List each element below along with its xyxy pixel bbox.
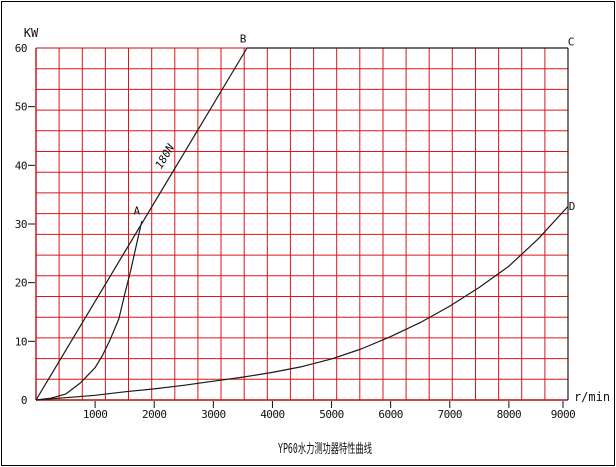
x-tick-label: 8000 — [497, 408, 522, 421]
curve-B — [35, 47, 248, 401]
y-axis-unit-label: KW — [24, 26, 39, 40]
y-tick-label: 50 — [15, 101, 27, 114]
x-tick-label: 6000 — [378, 408, 403, 421]
curve-labels: A B 180N C D — [133, 33, 575, 218]
x-tick-label: 4000 — [260, 408, 285, 421]
point-label-A: A — [133, 205, 140, 218]
point-label-B: B — [240, 33, 247, 46]
curves — [35, 47, 569, 401]
y-tick-label: 20 — [15, 277, 27, 290]
x-axis-unit-label: r/min — [574, 390, 610, 404]
chart-title: YP60水力测功器特性曲线 — [278, 442, 372, 457]
axes: 1000 2000 3000 4000 5000 6000 7000 8000 9000 0 10 2… — [15, 42, 576, 421]
point-label-D: D — [569, 200, 576, 213]
y-tick-label: 60 — [15, 42, 27, 55]
x-tick-label: 1000 — [83, 408, 108, 421]
y-tick-label: 40 — [15, 159, 27, 172]
x-tick-label: 2000 — [142, 408, 167, 421]
line-label-180N: 180N — [153, 141, 178, 171]
y-tick-label: 30 — [15, 218, 27, 231]
x-tick-label: 7000 — [438, 408, 463, 421]
x-tick-label: 9000 — [551, 408, 576, 421]
point-label-C: C — [568, 36, 575, 49]
curve-D — [35, 205, 569, 401]
x-tick-label: 3000 — [201, 408, 226, 421]
x-tick-label: 5000 — [319, 408, 344, 421]
y-tick-label: 10 — [15, 335, 27, 348]
y-tick-label: 0 — [21, 394, 27, 407]
curve-A — [35, 220, 143, 401]
grid — [36, 48, 568, 400]
